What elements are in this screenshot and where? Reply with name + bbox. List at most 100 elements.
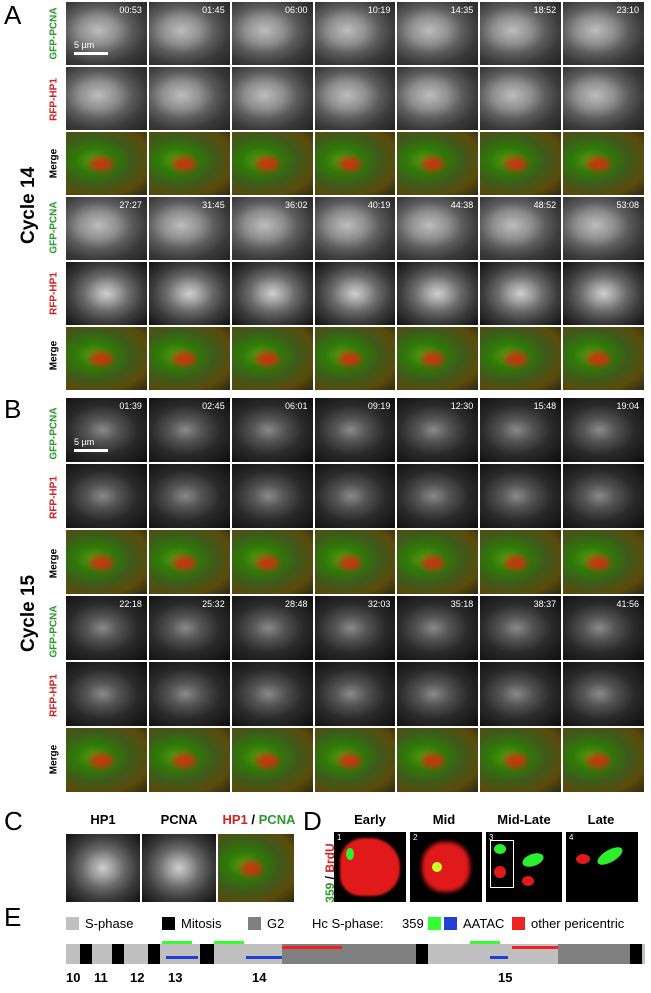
merge-tile: [148, 132, 230, 195]
panel-d-late-image: 4: [566, 832, 638, 902]
micrograph-tile: [314, 262, 396, 325]
timestamp: 28:48: [285, 599, 308, 609]
359-signal: [520, 850, 546, 870]
merge-tile: [563, 530, 644, 594]
scale-bar-label: 5 µm: [74, 40, 95, 50]
legend-label: other pericentric: [531, 916, 625, 931]
micrograph-tile: 28:48: [231, 596, 313, 660]
panel-d-num: 3: [489, 833, 494, 842]
panel-b-grid: 01:39 5 µm 02:45 06:01 09:19 12:30 15:48 …: [66, 398, 644, 792]
timestamp: 41:56: [616, 599, 639, 609]
panel-c-hp1-image: [66, 834, 140, 902]
cycle-tick: 15: [498, 970, 513, 985]
timestamp: 00:53: [119, 5, 142, 15]
micrograph-tile: 53:08: [563, 197, 644, 260]
legend-label: AATAC: [463, 916, 505, 931]
micrograph-tile: [397, 67, 479, 130]
mitosis-block: [630, 944, 642, 964]
micrograph-tile: 48:52: [480, 197, 562, 260]
legend-hc-s-phase: Hc S-phase:: [312, 916, 384, 931]
micrograph-tile: [563, 662, 644, 726]
micrograph-tile: [231, 262, 313, 325]
merge-tile: [480, 728, 562, 792]
timestamp: 09:19: [367, 401, 391, 411]
timestamp: 22:18: [119, 599, 142, 609]
panel-label-a: A: [4, 0, 22, 30]
timestamp: 06:01: [285, 401, 308, 411]
brdu-signal: [522, 876, 534, 886]
merge-tile: [480, 327, 562, 390]
micrograph-tile: 10:19: [314, 2, 396, 65]
merge-tile: [563, 728, 644, 792]
merge-tile: [148, 327, 230, 390]
swatch-g2: [248, 917, 261, 930]
panel-d-mid-late-image: 3: [486, 832, 562, 902]
timestamp: 40:19: [367, 200, 391, 210]
panel-label-d: D: [303, 806, 322, 836]
micrograph-tile: [66, 262, 147, 325]
panel-c-sep: /: [247, 812, 259, 827]
merge-tile: [66, 327, 147, 390]
scale-bar: [74, 449, 108, 452]
legend-label: Hc S-phase:: [312, 916, 384, 931]
micrograph-tile: [231, 67, 313, 130]
micrograph-tile: 31:45: [148, 197, 230, 260]
359-hc-line: [470, 941, 500, 944]
merge-tile: [231, 327, 313, 390]
micrograph-tile: 02:45: [148, 398, 230, 462]
panel-a-grid: 00:53 5 µm 01:45 06:00 10:19 14:35 18:52 …: [66, 2, 644, 390]
merge-tile: [314, 327, 396, 390]
legend-label: G2: [267, 916, 285, 931]
timestamp: 32:03: [367, 599, 391, 609]
merge-tile: [314, 728, 396, 792]
aatac-hc-line: [166, 956, 198, 959]
micrograph-tile: [148, 464, 230, 528]
micrograph-tile: 23:10: [563, 2, 644, 65]
merge-tile: [148, 728, 230, 792]
timestamp: 44:38: [450, 200, 474, 210]
mitosis-block: [80, 944, 92, 964]
timestamp: 36:02: [285, 200, 308, 210]
timestamp: 19:04: [616, 401, 639, 411]
swatch-s-phase: [66, 917, 79, 930]
micrograph-tile: 14:35: [397, 2, 479, 65]
micrograph-tile: 25:32: [148, 596, 230, 660]
micrograph-tile: 40:19: [314, 197, 396, 260]
legend-label: Mitosis: [181, 916, 222, 931]
legend-s-phase: S-phase: [66, 916, 133, 931]
merge-tile: [314, 132, 396, 195]
panel-c-pcna-image: [142, 834, 216, 902]
359-hc-line: [162, 941, 192, 944]
merge-tile: [397, 728, 479, 792]
brdu-signal: [494, 866, 506, 878]
timestamp: 01:39: [119, 401, 142, 411]
legend-mitosis: Mitosis: [162, 916, 221, 931]
micrograph-tile: [397, 262, 479, 325]
panel-c-pcna-label: PCNA: [258, 812, 296, 827]
cycle-15-label: Cycle 15: [18, 574, 39, 652]
brdu-signal: [576, 854, 590, 864]
micrograph-tile: 35:18: [397, 596, 479, 660]
micrograph-tile: [148, 662, 230, 726]
micrograph-tile: 12:30: [397, 398, 479, 462]
micrograph-tile: [563, 464, 644, 528]
micrograph-tile: 22:18: [66, 596, 147, 660]
mitosis-block: [148, 944, 160, 964]
brdu-signal: [340, 838, 400, 896]
panel-c-header-pcna: PCNA: [160, 812, 198, 827]
micrograph-tile: [480, 662, 562, 726]
timestamp: 06:00: [285, 5, 308, 15]
swatch-359: [427, 917, 441, 930]
merge-tile: [231, 728, 313, 792]
panel-d-header-late: Late: [587, 812, 615, 827]
micrograph-tile: [397, 662, 479, 726]
timestamp: 15:48: [533, 401, 557, 411]
micrograph-tile: [231, 662, 313, 726]
micrograph-tile: [66, 464, 147, 528]
row-label-merge: Merge: [48, 744, 60, 775]
micrograph-tile: [563, 67, 644, 130]
merge-tile: [314, 530, 396, 594]
timestamp: 53:08: [616, 200, 639, 210]
legend-aatac: AATAC: [444, 916, 504, 931]
other-hc-line: [512, 946, 558, 949]
